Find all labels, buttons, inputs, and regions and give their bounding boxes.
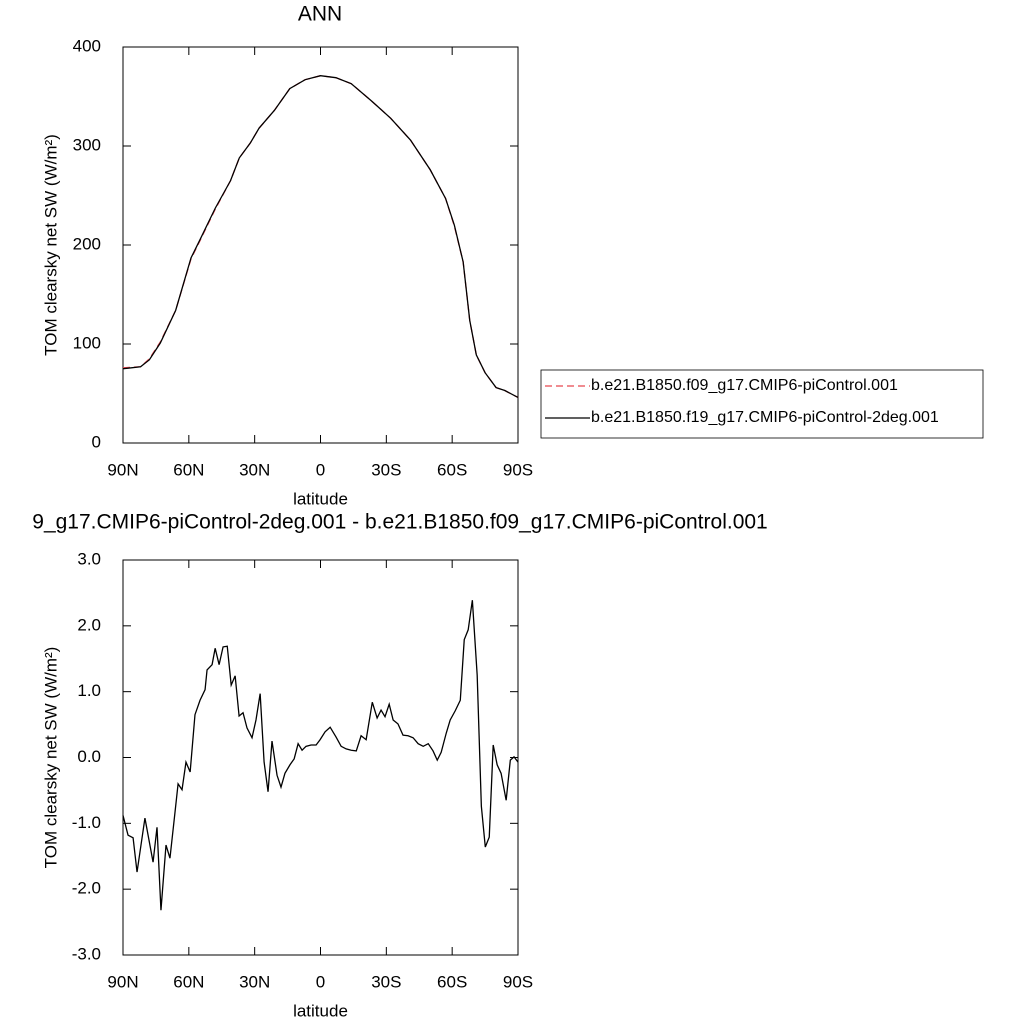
legend-label: b.e21.B1850.f09_g17.CMIP6-piControl.001 — [591, 377, 898, 394]
y-tick-label: -1.0 — [72, 813, 101, 832]
x-tick-label: 60N — [173, 460, 204, 479]
chart-title: 9_g17.CMIP6-piControl-2deg.001 - b.e21.B… — [32, 511, 767, 534]
y-axis-label: TOM clearsky net SW (W/m²) — [41, 647, 60, 869]
y-tick-label: 0 — [92, 432, 101, 451]
x-tick-label: 60S — [437, 460, 467, 479]
y-tick-label: 2.0 — [77, 615, 101, 634]
legend-box — [540, 369, 984, 439]
y-tick-label: -2.0 — [72, 879, 101, 898]
y-tick-label: 0.0 — [77, 747, 101, 766]
data-line — [122, 75, 519, 399]
plot-frame — [122, 559, 519, 956]
x-tick-label: 60S — [437, 972, 467, 991]
y-tick-label: -3.0 — [72, 944, 101, 963]
x-tick-label: 0 — [316, 460, 325, 479]
legend: b.e21.B1850.f09_g17.CMIP6-piControl.001b… — [540, 369, 984, 439]
data-line — [122, 600, 519, 911]
x-tick-label: 30N — [239, 972, 270, 991]
legend-label: b.e21.B1850.f19_g17.CMIP6-piControl-2deg… — [591, 409, 939, 426]
y-tick-label: 300 — [73, 135, 101, 154]
y-tick-label: 200 — [73, 234, 101, 253]
data-line — [122, 75, 519, 399]
x-tick-label: 60N — [173, 972, 204, 991]
x-tick-label: 90N — [107, 460, 138, 479]
chart-title: ANN — [298, 3, 342, 26]
x-tick-label: 90S — [503, 972, 533, 991]
y-tick-label: 100 — [73, 333, 101, 352]
x-axis-label: latitude — [293, 1001, 348, 1020]
x-axis-label: latitude — [293, 489, 348, 508]
x-tick-label: 0 — [316, 972, 325, 991]
x-tick-label: 90S — [503, 460, 533, 479]
x-tick-label: 30S — [371, 460, 401, 479]
y-tick-label: 3.0 — [77, 549, 101, 568]
x-tick-label: 90N — [107, 972, 138, 991]
y-tick-label: 1.0 — [77, 681, 101, 700]
x-tick-label: 30S — [371, 972, 401, 991]
y-tick-label: 400 — [73, 36, 101, 55]
y-axis-label: TOM clearsky net SW (W/m²) — [41, 134, 60, 356]
x-tick-label: 30N — [239, 460, 270, 479]
